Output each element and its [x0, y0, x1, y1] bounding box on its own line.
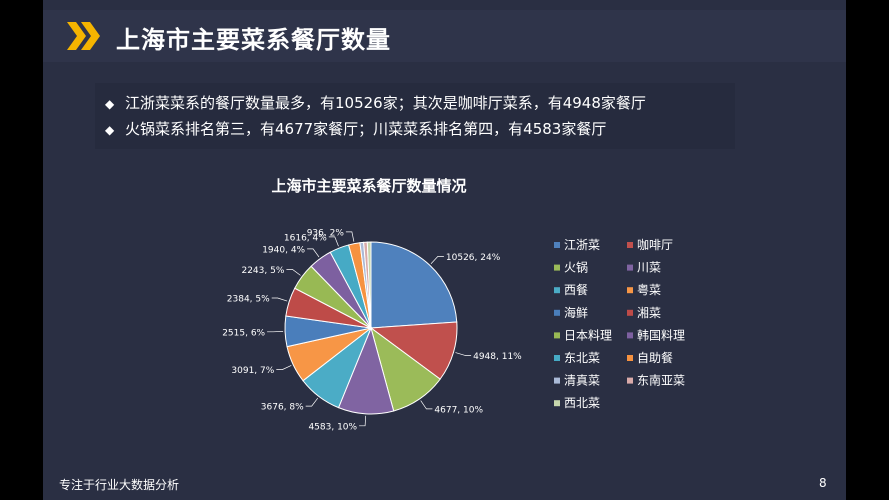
leader-line: [305, 397, 319, 407]
legend-item: 西北菜: [564, 396, 600, 410]
legend-item: 日本料理: [564, 328, 612, 342]
legend-item: 清真菜: [564, 374, 600, 388]
legend-swatch: [627, 377, 633, 384]
leader-line: [271, 297, 288, 302]
legend-swatch: [627, 309, 633, 316]
leader-line: [307, 248, 320, 258]
bullet-item: ◆ 江浙菜菜系的餐厅数量最多，有10526家；其次是咖啡厅菜系，有4948家餐厅: [105, 92, 646, 113]
leader-line: [430, 256, 444, 264]
page-number: 8: [819, 476, 827, 490]
legend-swatch: [554, 264, 560, 271]
data-label: 3676, 8%: [261, 403, 304, 413]
data-label: 2515, 6%: [222, 328, 265, 338]
bullet-text: 江浙菜菜系的餐厅数量最多，有10526家；其次是咖啡厅菜系，有4948家餐厅: [125, 94, 646, 112]
diamond-icon: ◆: [105, 97, 115, 111]
legend-item: 川菜: [637, 261, 661, 275]
legend-swatch: [554, 242, 560, 248]
data-label: 4948, 11%: [473, 352, 522, 362]
leader-line: [455, 352, 472, 356]
legend-item: 咖啡厅: [637, 237, 673, 252]
data-label: 1616, 4%: [284, 233, 327, 243]
pie-slice: [366, 241, 372, 329]
leader-line: [420, 400, 433, 410]
legend-swatch: [554, 309, 560, 316]
data-label: 1940, 4%: [262, 245, 305, 255]
legend-swatch: [554, 400, 560, 407]
slide: 上海市主要菜系餐厅数量 ◆ 江浙菜菜系的餐厅数量最多，有10526家；其次是咖啡厅…: [43, 0, 846, 500]
summary-box: [95, 83, 735, 149]
legend-swatch: [554, 287, 560, 294]
legend-swatch: [627, 332, 633, 339]
double-chevron-icon: [67, 22, 100, 50]
legend-swatch: [627, 242, 633, 248]
legend-item: 自助餐: [637, 350, 673, 365]
legend-item: 江浙菜: [564, 238, 600, 252]
chart-title: 上海市主要菜系餐厅数量情况: [271, 177, 466, 195]
leader-line: [345, 231, 355, 242]
data-label: 2384, 5%: [227, 295, 270, 305]
data-label: 4583, 10%: [308, 422, 357, 432]
pie-chart: 上海市主要菜系餐厅数量情况 10526, 24% 4948, 11% 4677, 1…: [222, 177, 685, 432]
data-label: 10526, 24%: [446, 253, 501, 263]
title-bar: 上海市主要菜系餐厅数量: [43, 10, 846, 62]
legend-item: 东北菜: [564, 351, 600, 365]
bullet-item: ◆ 火锅菜系排名第三，有4677家餐厅；川菜菜系排名第四，有4583家餐厅: [105, 118, 606, 139]
leader-line: [276, 365, 292, 370]
legend-swatch: [554, 355, 560, 361]
bullet-text: 火锅菜系排名第三，有4677家餐厅；川菜菜系排名第四，有4583家餐厅: [125, 120, 607, 138]
leader-line: [286, 269, 301, 276]
legend-swatch: [627, 264, 633, 271]
data-label: 936, 2%: [307, 228, 345, 238]
footer-text: 专注于行业大数据分析: [59, 478, 180, 492]
legend-item: 海鲜: [564, 305, 588, 320]
legend-item: 火锅: [564, 260, 588, 275]
data-label: 3091, 7%: [231, 366, 274, 376]
legend-item: 西餐: [564, 282, 588, 297]
legend-item: 韩国料理: [637, 327, 685, 342]
legend-swatch: [627, 355, 633, 361]
data-label: 2243, 5%: [241, 266, 284, 276]
page-title: 上海市主要菜系餐厅数量: [116, 26, 391, 54]
legend-swatch: [627, 287, 633, 294]
legend-item: 东南亚菜: [637, 373, 685, 388]
legend-item: 湘菜: [637, 305, 661, 320]
legend-swatch: [554, 332, 560, 339]
pie-slice: [370, 241, 458, 329]
leader-line: [359, 415, 367, 427]
leader-line: [328, 236, 339, 247]
legend-swatch: [554, 377, 560, 384]
legend-item: 粤菜: [637, 282, 661, 297]
diamond-icon: ◆: [105, 123, 115, 137]
data-label: 4677, 10%: [434, 405, 483, 415]
